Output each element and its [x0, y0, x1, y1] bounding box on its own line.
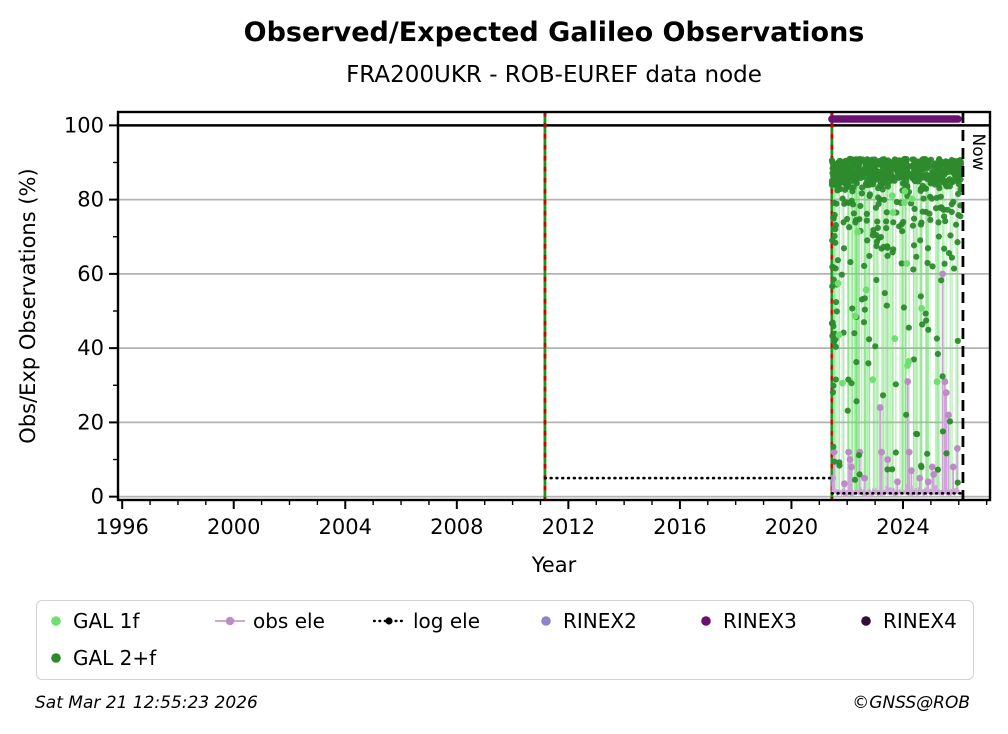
- x-tick-label: 2008: [430, 515, 483, 539]
- gal-2f-marker-icon: [47, 650, 65, 666]
- gal2f-points: [828, 155, 965, 486]
- legend-label: RINEX3: [723, 609, 797, 633]
- obs-ele-series: [829, 270, 962, 499]
- y-tick-label: 0: [91, 485, 104, 509]
- x-tick-label: 2012: [542, 515, 595, 539]
- x-tick-label: 1996: [95, 515, 148, 539]
- axis-ticks: [109, 124, 988, 509]
- x-tick-label: 2024: [876, 515, 929, 539]
- chart-subtitle: FRA200UKR - ROB-EUREF data node: [346, 62, 762, 88]
- legend-label: obs ele: [253, 609, 325, 633]
- gal1f-points: [834, 187, 941, 387]
- legend-item-rinex3: RINEX3: [697, 608, 797, 634]
- legend-item-gal-2f: GAL 2+f: [47, 645, 156, 671]
- y-tick-label: 40: [77, 336, 104, 360]
- legend-item-gal-1f: GAL 1f: [47, 608, 139, 634]
- x-tick-label: 2004: [319, 515, 372, 539]
- obs-ele-marker-icon: [215, 613, 245, 629]
- legend-item-obs-ele: obs ele: [215, 608, 325, 634]
- event-lines: [543, 112, 834, 500]
- plot-timestamp: Sat Mar 21 12:55:23 2026: [35, 693, 258, 713]
- rinex3-marker-icon: [697, 613, 715, 629]
- chart-title: Observed/Expected Galileo Observations: [243, 17, 865, 48]
- plot-frame: [116, 110, 992, 502]
- x-tick-label: 2020: [765, 515, 818, 539]
- rinex2-marker-icon: [537, 613, 555, 629]
- legend-item-log-ele: log ele: [373, 608, 480, 634]
- gal-1f-marker-icon: [47, 613, 65, 629]
- tick-labels: 1996 2000 2004 2008 2012 2016 2020 2024 0 20 40 60 8…: [64, 113, 930, 539]
- x-axis-label: Year: [531, 553, 577, 577]
- copyright-credit: ©GNSS@ROB: [852, 693, 970, 713]
- legend-label: RINEX4: [883, 609, 957, 633]
- rinex4-marker-icon: [857, 613, 875, 629]
- log-ele-line: [543, 476, 963, 495]
- legend-label: RINEX2: [563, 609, 637, 633]
- x-tick-label: 2016: [653, 515, 706, 539]
- legend-box: GAL 1f obs ele log ele RINEX2 RINEX3 RIN…: [36, 600, 974, 680]
- legend-label: GAL 2+f: [73, 646, 157, 670]
- legend-item-rinex2: RINEX2: [537, 608, 637, 634]
- y-tick-label: 20: [77, 410, 104, 434]
- now-annotation: Now: [968, 133, 988, 171]
- legend-item-rinex4: RINEX4: [857, 608, 957, 634]
- y-tick-label: 80: [77, 188, 104, 212]
- legend-label: log ele: [413, 609, 481, 633]
- log-ele-marker-icon: [373, 613, 405, 629]
- y-tick-label: 60: [77, 262, 104, 286]
- y-axis-label: Obs/Exp Observations (%): [16, 168, 40, 444]
- y-tick-label: 100: [64, 113, 104, 137]
- x-tick-label: 2000: [207, 515, 260, 539]
- legend-label: GAL 1f: [73, 609, 140, 633]
